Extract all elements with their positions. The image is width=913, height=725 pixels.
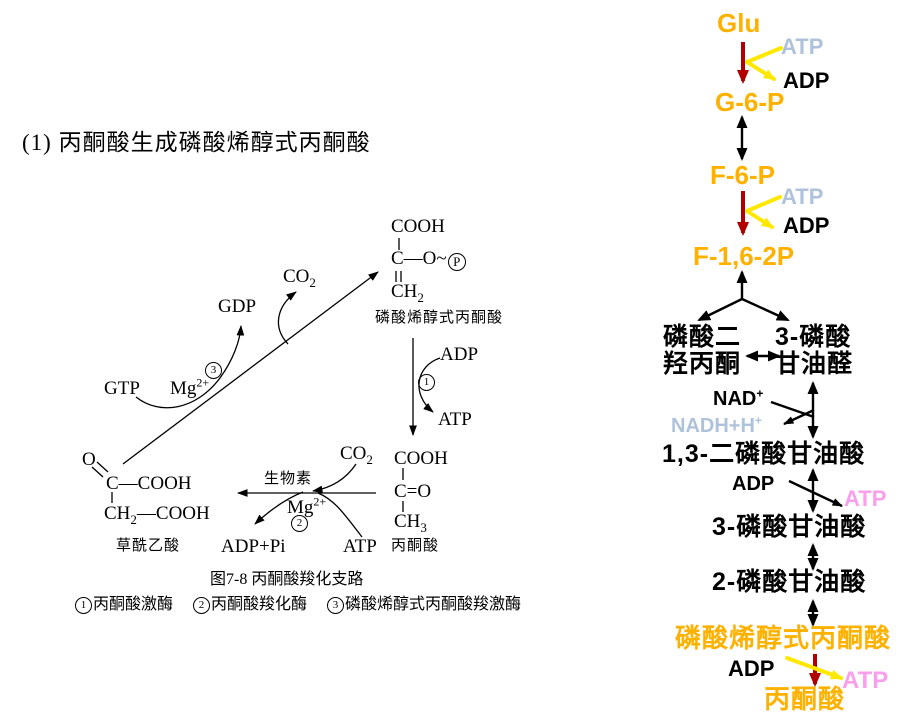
bond-pep-double: [395, 271, 402, 282]
figure-caption: 图7-8 丙酮酸羧化支路: [210, 571, 364, 588]
pep-ch2: CH2: [391, 281, 424, 305]
enzyme-step-2-badge: 2: [291, 515, 308, 532]
node-glucose: Glu: [717, 8, 761, 38]
biotin-label: 生物素: [264, 471, 313, 487]
arrow-atp-entry: [317, 492, 363, 538]
pyruvate-name: 丙酮酸: [391, 538, 440, 554]
gdp-label: GDP: [218, 296, 257, 317]
phosphate-circle-icon: P: [447, 252, 466, 271]
adp-label-left: ADP: [440, 344, 479, 365]
gtp-label: GTP: [104, 378, 140, 399]
arrow-oaa-to-pep: [122, 271, 379, 465]
cofactor-adp-2: ADP: [783, 213, 830, 238]
pep-chain: C—O~ P: [391, 249, 466, 271]
enzyme-step-1-badge: 1: [418, 374, 435, 391]
arrow-adp-atp-4: [785, 656, 844, 680]
oaa-row2: CH2—COOH: [104, 503, 210, 527]
line-nad-in: [770, 400, 815, 419]
mg-ion-top: Mg2+: [170, 375, 210, 399]
cofactor-atp-2: ATP: [781, 184, 824, 209]
arrow-nadh-out: [783, 408, 815, 426]
pyruvate-ch3: CH3: [394, 511, 427, 535]
node-dhap: 磷酸二 羟丙酮: [663, 323, 742, 378]
arrow-atp-adp-1: [745, 46, 783, 81]
cofactor-adp-1: ADP: [783, 68, 830, 93]
node-pep: 磷酸烯醇式丙酮酸: [675, 624, 892, 653]
pyruvate-cooh: COOH: [394, 448, 448, 469]
cofactor-nad: NAD+: [713, 386, 764, 410]
legend-2-badge: 2: [193, 597, 211, 614]
node-f6p: F-6-P: [710, 160, 775, 190]
node-13bpg: 1,3-二磷酸甘油酸: [662, 440, 866, 468]
arrow-gtp-to-gdp: [135, 325, 245, 409]
pep-name: 磷酸烯醇式丙酮酸: [375, 310, 504, 326]
arrow-co2-release: [277, 291, 297, 345]
bond-oaa-double: [91, 461, 109, 478]
legend-1-badge: 1: [75, 597, 92, 614]
arrow-to-adp-pi: [254, 491, 304, 525]
pyruvate-co: C=O: [394, 481, 432, 502]
legend-item-1: 1 丙酮酸激酶: [75, 597, 173, 614]
node-pyruvate: 丙酮酸: [764, 685, 846, 714]
mg-ion-bottom: Mg2+: [287, 494, 327, 518]
cofactor-nadh: NADH+H+: [671, 413, 762, 437]
arrow-adp-atp-3: [788, 479, 843, 508]
section-heading: (1) 丙酮酸生成磷酸烯醇式丙酮酸: [22, 130, 371, 155]
co2-bottom: CO2: [340, 443, 373, 467]
oaa-oxygen: O: [82, 449, 96, 470]
legend-item-3: 3 磷酸烯醇式丙酮酸羧激酶: [327, 597, 521, 614]
node-g3p: 3-磷酸 甘油醛: [775, 323, 854, 378]
atp-label-bottom: ATP: [343, 536, 377, 557]
cofactor-atp-4: ATP: [842, 667, 889, 694]
adp-pi-label: ADP+Pi: [221, 536, 286, 557]
node-2pg: 2-磷酸甘油酸: [712, 568, 867, 596]
atp-label-left: ATP: [438, 409, 472, 430]
oaa-name: 草酰乙酸: [116, 538, 181, 554]
legend-3-badge: 3: [327, 597, 345, 614]
legend-item-2: 2 丙酮酸羧化酶: [193, 597, 307, 614]
oaa-row1: C—COOH: [106, 473, 192, 494]
enzyme-step-3-badge: 3: [205, 362, 222, 379]
cofactor-adp-4: ADP: [728, 656, 775, 681]
pep-cooh: COOH: [391, 216, 445, 237]
arrow-co2-entry: [312, 463, 357, 494]
node-3pg: 3-磷酸甘油酸: [712, 513, 867, 541]
co2-top: CO2: [283, 266, 316, 290]
arrow-fork-left: [697, 297, 743, 322]
cofactor-adp-3: ADP: [732, 473, 775, 495]
node-g6p: G-6-P: [715, 87, 785, 117]
arrow-fork-right: [741, 297, 790, 322]
cofactor-atp-3: ATP: [844, 486, 887, 511]
figure-legend: 1 丙酮酸激酶 2 丙酮酸羧化酶 3 磷酸烯醇式丙酮酸羧激酶: [75, 597, 521, 614]
arrow-atp-adp-2: [745, 195, 782, 229]
node-f162p: F-1,6-2P: [693, 241, 795, 271]
cofactor-atp-1: ATP: [781, 34, 824, 59]
